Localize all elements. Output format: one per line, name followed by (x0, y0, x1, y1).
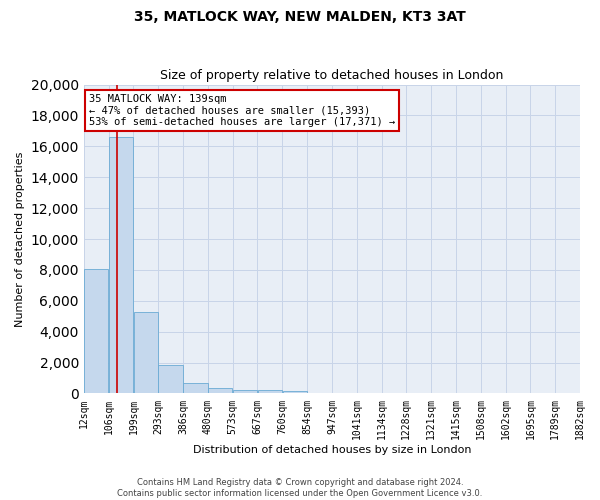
Bar (183, 383, 208, 394)
Title: Size of property relative to detached houses in London: Size of property relative to detached ho… (160, 69, 503, 82)
Bar (283, 391, 307, 394)
Y-axis label: Number of detached properties: Number of detached properties (15, 152, 25, 326)
Bar (258, 390, 282, 394)
Bar (84, 269, 109, 394)
Bar (208, 388, 232, 394)
Text: 35 MATLOCK WAY: 139sqm
← 47% of detached houses are smaller (15,393)
53% of semi: 35 MATLOCK WAY: 139sqm ← 47% of detached… (89, 94, 395, 127)
Bar (109, 137, 133, 394)
Bar (134, 312, 158, 394)
Bar (158, 365, 183, 394)
Text: 35, MATLOCK WAY, NEW MALDEN, KT3 3AT: 35, MATLOCK WAY, NEW MALDEN, KT3 3AT (134, 10, 466, 24)
X-axis label: Distribution of detached houses by size in London: Distribution of detached houses by size … (193, 445, 471, 455)
Text: Contains HM Land Registry data © Crown copyright and database right 2024.
Contai: Contains HM Land Registry data © Crown c… (118, 478, 482, 498)
Bar (233, 390, 257, 394)
